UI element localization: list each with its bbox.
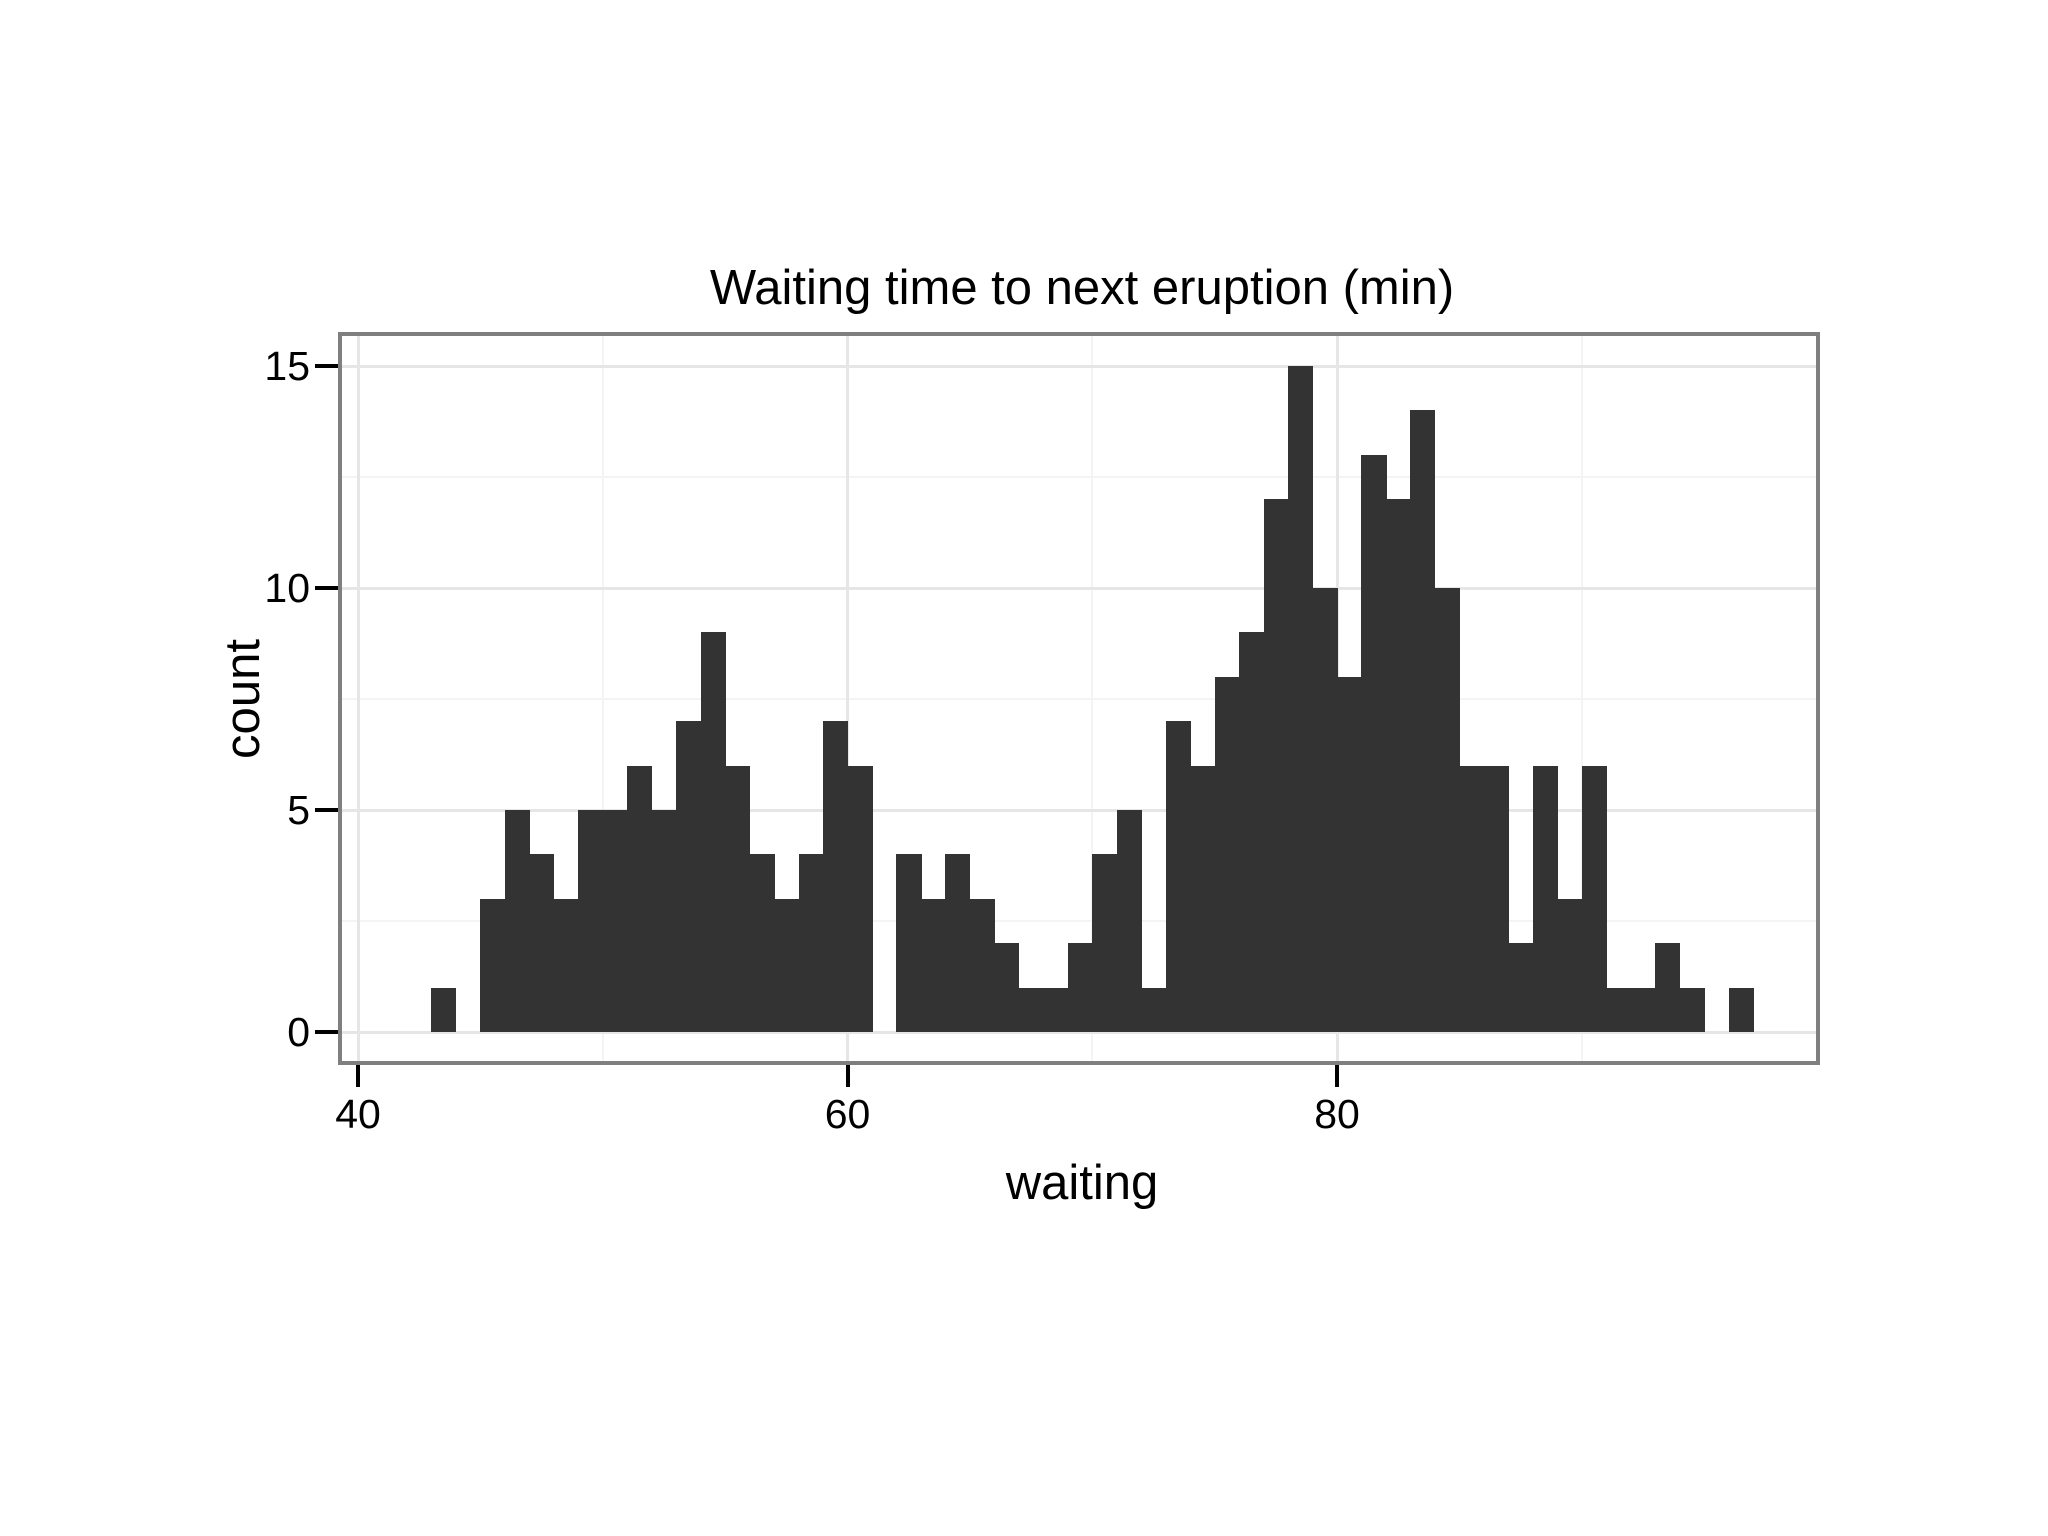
histogram-bar (676, 721, 702, 1032)
histogram-bar (1557, 898, 1583, 1032)
histogram-bar (700, 632, 726, 1032)
y-axis-tick (315, 1030, 338, 1034)
histogram-bar (945, 854, 971, 1032)
chart-title: Waiting time to next eruption (min) (709, 261, 1455, 315)
histogram-bar (1190, 765, 1216, 1032)
gridline-major-horizontal (342, 586, 1816, 590)
histogram-bar (1679, 987, 1705, 1032)
histogram-bar (1263, 499, 1289, 1032)
histogram-bar (1508, 943, 1534, 1032)
histogram-bar (1337, 676, 1363, 1032)
histogram-bar (602, 810, 628, 1032)
plot-area (342, 336, 1816, 1061)
histogram-bar (480, 898, 506, 1032)
gridline-major-vertical (846, 336, 849, 1061)
y-tick-label: 15 (264, 343, 310, 389)
histogram-bar (431, 987, 457, 1032)
gridline-major-horizontal (342, 364, 1816, 368)
histogram-bar (920, 898, 946, 1032)
histogram-bar (1214, 676, 1240, 1032)
histogram-bar (1728, 987, 1754, 1032)
x-axis-tick (845, 1065, 850, 1087)
histogram-bar (1067, 943, 1093, 1032)
histogram-bar (969, 898, 995, 1032)
histogram-bar (1410, 410, 1436, 1032)
histogram-bar (651, 810, 677, 1032)
histogram-bar (896, 854, 922, 1032)
histogram-bar (1532, 765, 1558, 1032)
x-tick-label: 60 (824, 1091, 871, 1137)
gridline-major-vertical (356, 336, 360, 1061)
x-axis-title: waiting (1005, 1156, 1159, 1210)
x-axis-tick (1335, 1065, 1339, 1087)
histogram-bar (994, 943, 1020, 1032)
histogram-bar (823, 721, 849, 1032)
histogram-bar (1018, 987, 1044, 1032)
histogram-bar (1459, 765, 1485, 1032)
y-tick-label: 10 (264, 565, 310, 611)
gridline-minor-vertical (1091, 336, 1094, 1061)
y-tick-label: 0 (287, 1009, 310, 1055)
histogram-bar (578, 810, 604, 1032)
histogram-bar (1630, 987, 1656, 1032)
histogram-bar (1361, 454, 1387, 1032)
histogram-bar (1043, 987, 1069, 1032)
histogram-bar (725, 765, 751, 1032)
x-tick-label: 40 (335, 1091, 381, 1137)
histogram-bar (847, 765, 873, 1032)
gridline-minor-vertical (601, 336, 604, 1061)
histogram-bar (1655, 943, 1681, 1032)
gridline-minor-horizontal (342, 698, 1816, 700)
histogram-bar (1165, 721, 1191, 1032)
gridline-minor-horizontal (342, 476, 1816, 478)
gridline-major-horizontal (342, 1030, 1816, 1034)
histogram-bar (627, 765, 653, 1032)
histogram-bar (749, 854, 775, 1032)
y-axis-title-text: count (216, 638, 270, 759)
gridline-minor-horizontal (342, 920, 1816, 922)
histogram-bar (774, 898, 800, 1032)
gridline-minor-vertical (1580, 336, 1583, 1061)
x-tick-label: 80 (1314, 1091, 1360, 1137)
gridline-major-horizontal (342, 808, 1816, 812)
histogram-bar (798, 854, 824, 1032)
y-axis-tick (315, 586, 338, 590)
histogram-bar (1239, 632, 1265, 1032)
histogram-bar (1606, 987, 1632, 1032)
x-axis-tick (356, 1065, 360, 1087)
y-axis-title: count (216, 336, 270, 1061)
histogram-bar (1092, 854, 1118, 1032)
histogram-bar (1288, 366, 1314, 1032)
y-axis-tick (315, 808, 338, 812)
histogram-bar (1483, 765, 1509, 1032)
y-axis-tick (315, 364, 338, 368)
histogram-bar (1434, 588, 1460, 1032)
histogram-bar (1141, 987, 1167, 1032)
histogram-bar (1116, 810, 1142, 1032)
histogram-bar (529, 854, 555, 1032)
histogram-bar (1312, 588, 1338, 1032)
histogram-bar (1385, 499, 1411, 1032)
y-tick-label: 5 (287, 787, 310, 833)
histogram-bar (553, 898, 579, 1032)
histogram-bar (504, 810, 530, 1032)
histogram-bar (1581, 765, 1607, 1032)
